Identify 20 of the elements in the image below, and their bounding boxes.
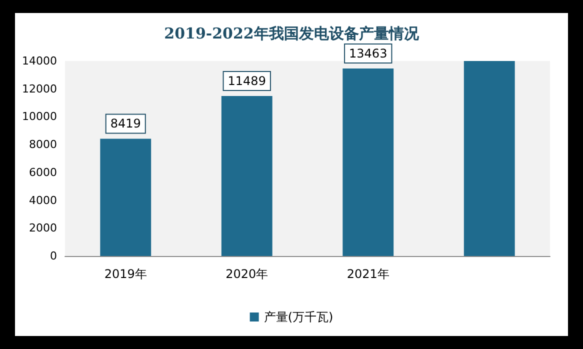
y-tick-label: 12000: [22, 82, 57, 96]
y-tick-label: 0: [50, 250, 57, 262]
data-label: 13463: [349, 46, 388, 60]
y-tick-label: 2000: [29, 222, 57, 235]
chart-title: 2019-2022年我国发电设备产量情况: [164, 24, 420, 42]
bar: [464, 61, 515, 256]
data-label: 8419: [110, 116, 141, 131]
y-tick-label: 8000: [29, 138, 57, 152]
y-tick-label: 10000: [22, 110, 57, 124]
y-tick-label: 4000: [29, 194, 57, 207]
data-label: 11489: [228, 74, 266, 88]
y-tick-label: 14000: [22, 54, 57, 68]
x-tick-label: 2019年: [104, 267, 147, 281]
x-tick-label: 2021年: [346, 267, 390, 281]
x-tick-label: 2020年: [226, 267, 268, 281]
legend-label: 产量(万千瓦): [264, 310, 334, 324]
y-tick-label: 6000: [29, 166, 57, 179]
bar: [221, 96, 272, 256]
bar: [100, 138, 152, 256]
bar: [342, 68, 394, 256]
